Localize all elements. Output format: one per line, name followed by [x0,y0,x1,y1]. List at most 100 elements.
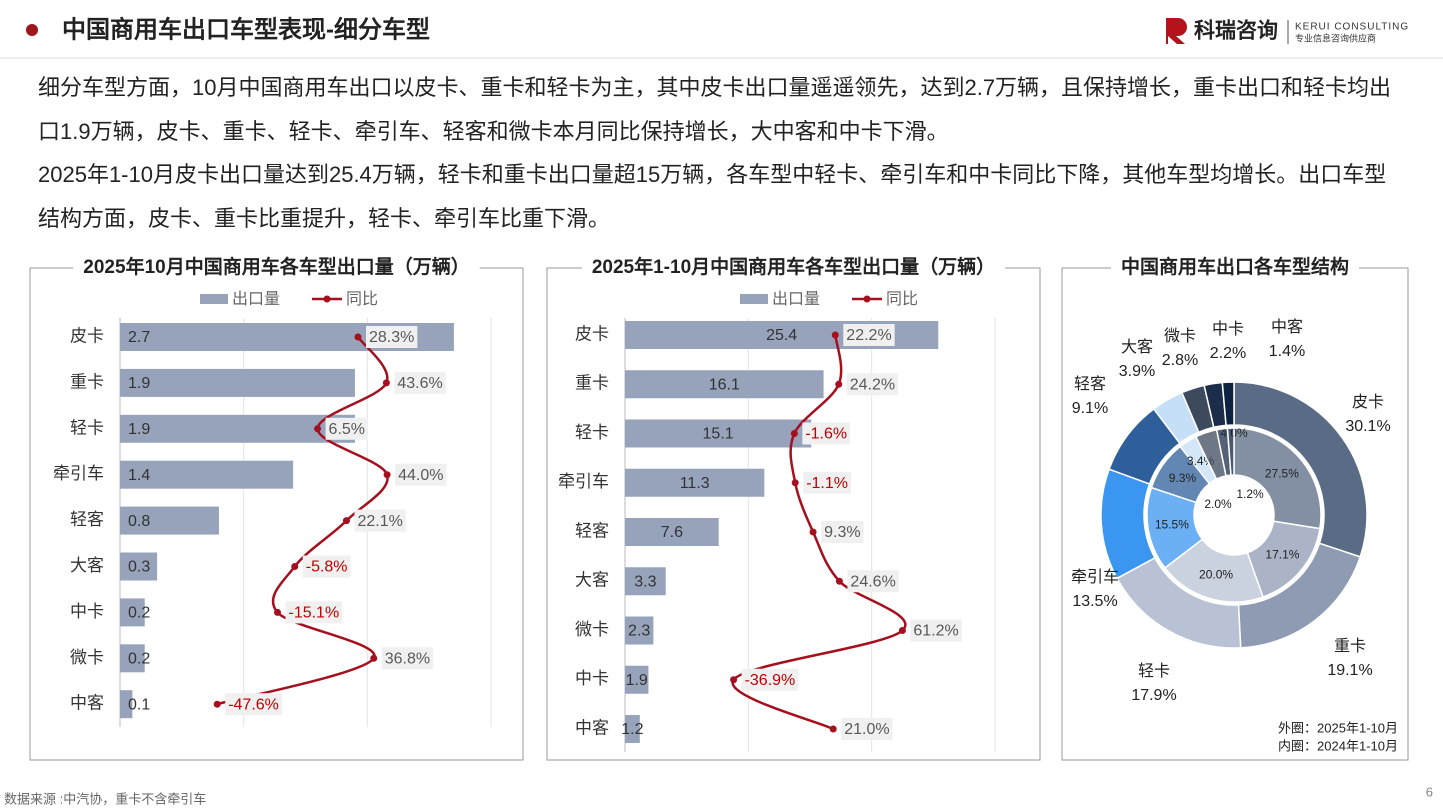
legend-dot [863,295,871,303]
category-label: 中客 [70,694,104,713]
bar [625,715,640,743]
yoy-point [730,676,738,684]
slice-category: 中卡 [1212,320,1244,338]
bar [625,567,666,596]
yoy-label: 24.6% [850,573,895,590]
bar [120,690,133,719]
yoy-point [291,563,299,570]
yoy-label: -1.1% [806,475,848,492]
bar [625,370,824,399]
slice-category: 中客 [1271,318,1303,336]
yoy-point [213,700,221,708]
bar-value-label: 7.6 [661,524,683,541]
slice-label: 19.1% [1327,662,1372,679]
paragraph: 细分车型方面，10月中国商用车出口以皮卡、重卡和轻卡为主，其中皮卡出口量遥遥领先… [38,75,1392,144]
slice-category: 大客 [1121,338,1153,356]
yoy-point [354,333,362,341]
yoy-label: 21.0% [844,721,889,738]
slide-title: 中国商用车出口车型表现-细分车型 [62,15,430,43]
bar [120,552,158,581]
yoy-label: 22.1% [357,513,402,530]
chart-title: 2025年10月中国商用车各车型出口量（万辆） [83,255,469,278]
yoy-label: 36.8% [385,651,430,668]
bar [625,518,719,546]
category-label: 大客 [575,571,609,590]
outer-slice [1221,381,1235,427]
legend-label: 同比 [346,290,378,308]
category-label: 中卡 [575,669,609,688]
category-label: 中客 [575,718,609,737]
yoy-label-bg [910,619,962,642]
source-note: 数据来源 :中汽协，重卡不含牵引车 [4,791,206,806]
yoy-label: 44.0% [398,467,443,484]
yoy-point [790,430,798,437]
legend-dot [323,295,331,303]
legend-label: 同比 [886,290,918,308]
bar-value-label: 25.4 [766,327,797,344]
annotation: 内圈：2024年1-10月 [1278,738,1398,753]
slice-label: 2.8% [1162,352,1198,369]
slice-category: 轻客 [1074,375,1106,393]
logo-icon [1166,18,1187,44]
yoy-label-bg [847,570,899,593]
slice-label: 9.1% [1072,400,1108,417]
yoy-point [809,528,817,536]
legend-label: 出口量 [772,290,820,308]
yoy-label: 9.3% [824,524,860,541]
bar-value-label: 11.3 [680,475,710,492]
yoy-label-bg [365,326,418,348]
legend-swatch [200,294,228,304]
yoy-label-bg [803,471,851,494]
inner-slice-label: 27.5% [1265,466,1299,480]
yoy-label-bg [821,521,864,543]
bar-value-label: 1.4 [128,467,150,484]
title-bullet [26,24,38,36]
yoy-label: -36.9% [745,672,796,689]
yoy-label: 6.5% [329,421,365,438]
yoy-label: 43.6% [397,375,442,392]
category-label: 牵引车 [53,464,104,483]
yoy-label: -47.6% [228,696,279,713]
slice-label: 17.9% [1131,687,1176,704]
bar-value-label: 1.2 [621,721,643,738]
bar [625,419,812,448]
yoy-label-bg [285,601,343,624]
slice-category: 牵引车 [1071,568,1119,586]
slice-category: 重卡 [1334,637,1366,655]
chart-title: 2025年1-10月中国商用车各车型出口量（万辆） [592,255,995,278]
inner-slice-label: 9.3% [1169,471,1197,485]
bar-value-label: 1.9 [128,375,150,392]
slice-category: 皮卡 [1352,393,1384,411]
page-number: 6 [1426,784,1433,799]
yoy-label: -15.1% [288,605,339,622]
yoy-point [383,471,391,479]
bar [120,506,219,535]
yoy-point [829,725,837,733]
title-bg [1110,264,1360,272]
inner-slice-label: 15.5% [1155,518,1189,532]
category-label: 牵引车 [558,472,609,491]
slice-label: 2.2% [1210,345,1246,362]
annotation: 外圈：2025年1-10月 [1278,720,1398,735]
yoy-point [370,654,378,662]
yoy-label: 22.2% [846,327,891,344]
logo-text: 科瑞咨询 [1194,19,1278,43]
category-label: 重卡 [575,374,609,393]
paragraph: 2025年1-10月皮卡出口量达到25.4万辆，轻卡和重卡出口量超15万辆，各车… [38,162,1387,231]
bar-value-label: 0.8 [128,513,150,530]
yoy-label-bg [395,463,447,486]
bar-value-label: 15.1 [703,426,734,443]
yoy-label-bg [302,555,351,578]
yoy-line [731,334,907,731]
bar [120,644,145,673]
yoy-point [831,331,839,339]
bar [120,598,145,627]
inner-slice-label: 20.0% [1199,568,1233,582]
category-label: 轻客 [70,510,104,529]
bar [120,460,294,489]
legend-label: 出口量 [232,290,280,308]
yoy-label: -1.6% [805,426,847,443]
yoy-point [342,517,350,525]
inner-slice [1163,538,1264,603]
